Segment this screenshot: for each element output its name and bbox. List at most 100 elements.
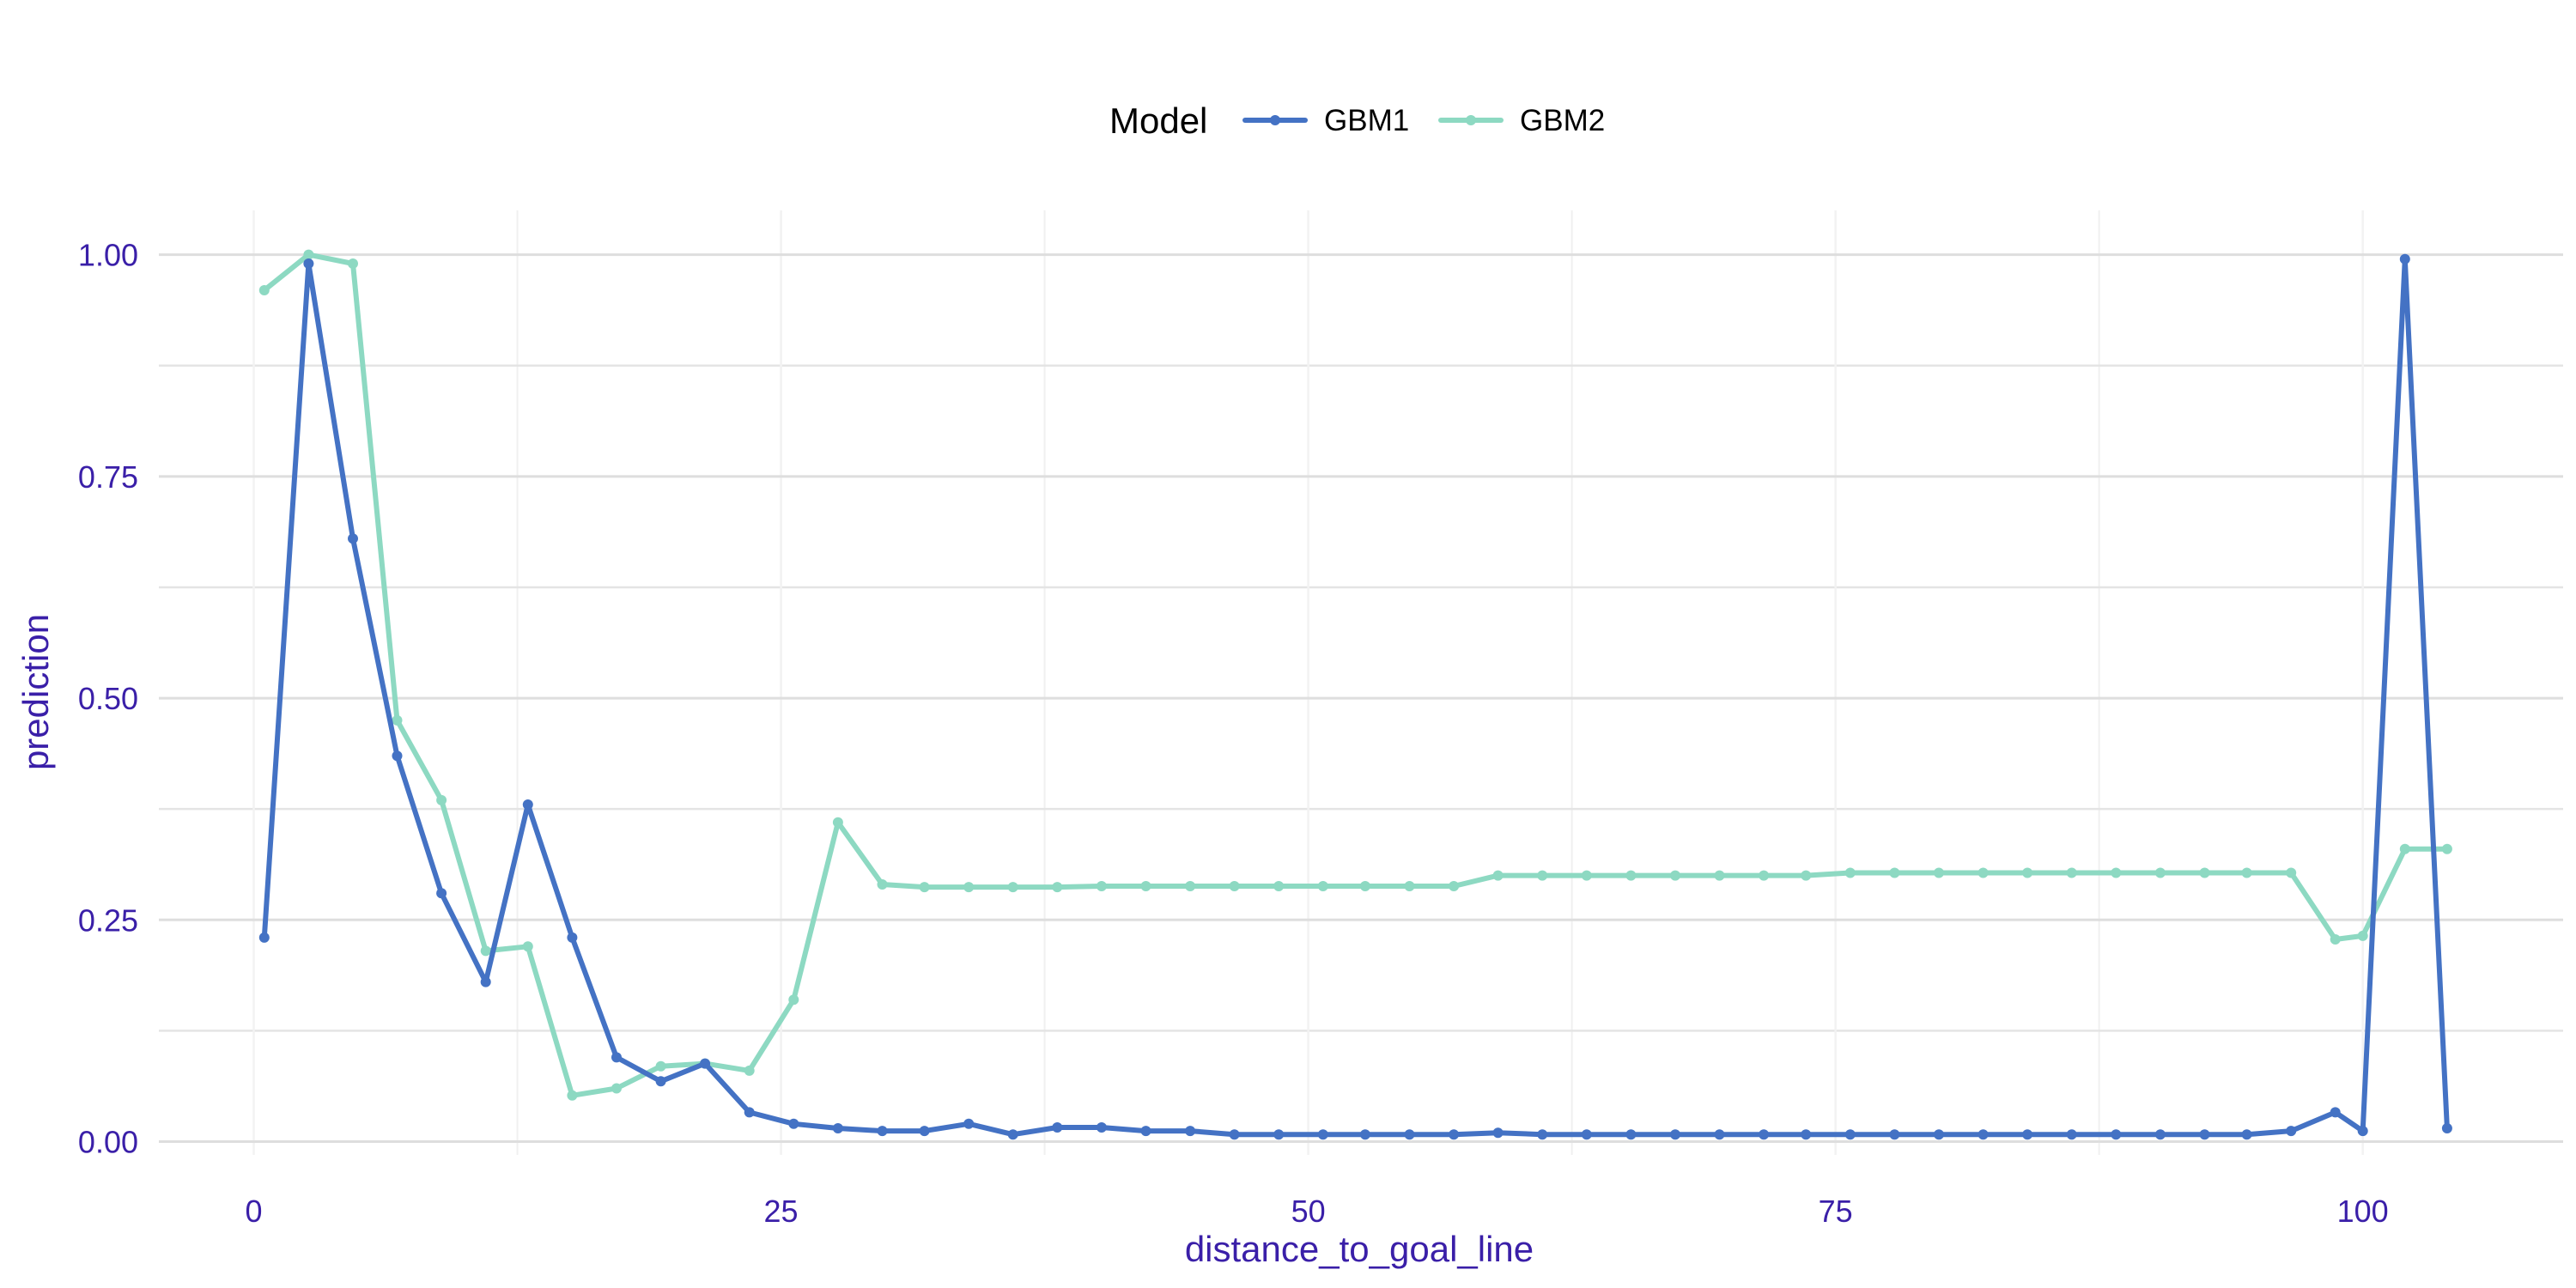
data-point-gbm1 (2199, 1129, 2210, 1140)
data-point-gbm2 (436, 794, 447, 805)
data-point-gbm1 (1096, 1122, 1107, 1133)
data-point-gbm1 (1404, 1129, 1415, 1140)
tick-labels: 0 25 50 75 100 0.00 0.25 0.50 0.75 1.00 (78, 238, 2389, 1229)
data-point-gbm2 (1052, 882, 1063, 893)
data-point-gbm2 (2399, 843, 2410, 854)
data-point-gbm2 (1229, 881, 1240, 891)
data-point-gbm1 (611, 1052, 622, 1063)
data-point-gbm1 (2330, 1107, 2341, 1118)
data-point-gbm2 (1185, 881, 1196, 891)
data-point-gbm1 (2022, 1129, 2033, 1140)
data-point-gbm1 (788, 1118, 799, 1129)
data-point-gbm1 (1714, 1129, 1725, 1140)
series-gbm2 (258, 249, 2452, 1101)
data-point-gbm2 (2241, 867, 2252, 878)
data-point-gbm1 (1359, 1129, 1370, 1140)
data-point-gbm2 (1140, 881, 1151, 891)
data-point-gbm2 (1537, 870, 1548, 881)
data-point-gbm2 (1581, 870, 1592, 881)
y-tick-label: 0.75 (78, 459, 138, 495)
data-point-gbm2 (832, 817, 843, 828)
data-point-gbm2 (1978, 867, 1989, 878)
data-point-gbm1 (1007, 1129, 1018, 1140)
data-point-gbm1 (1801, 1129, 1812, 1140)
legend-item-gbm2: GBM2 (1438, 104, 1605, 137)
data-point-gbm2 (1934, 867, 1944, 878)
data-point-gbm2 (1007, 882, 1018, 893)
legend-title: Model (1109, 100, 1207, 141)
data-point-gbm1 (877, 1126, 888, 1137)
data-point-gbm1 (303, 258, 314, 269)
data-point-gbm2 (1404, 881, 1415, 891)
data-point-gbm2 (1759, 870, 1770, 881)
legend-label-gbm1: GBM1 (1324, 104, 1409, 137)
data-point-gbm1 (1229, 1129, 1240, 1140)
data-point-gbm1 (392, 750, 403, 762)
data-point-gbm1 (1581, 1129, 1592, 1140)
x-tick-label: 50 (1291, 1194, 1326, 1229)
data-point-gbm1 (2111, 1129, 2122, 1140)
data-point-gbm2 (963, 882, 975, 893)
data-point-gbm1 (744, 1107, 755, 1118)
data-point-gbm1 (2357, 1126, 2368, 1137)
data-point-gbm2 (2286, 867, 2297, 878)
data-point-gbm1 (480, 976, 491, 987)
data-point-gbm2 (611, 1083, 622, 1094)
data-point-gbm1 (1317, 1129, 1328, 1140)
data-point-gbm1 (832, 1123, 843, 1133)
data-point-gbm1 (1978, 1129, 1989, 1140)
data-point-gbm1 (2286, 1126, 2297, 1137)
y-tick-label: 0.25 (78, 902, 138, 938)
series-gbm1 (258, 253, 2452, 1140)
data-point-gbm2 (2111, 867, 2122, 878)
data-point-gbm1 (700, 1058, 711, 1069)
data-point-gbm1 (1052, 1122, 1063, 1133)
data-point-gbm1 (567, 932, 578, 943)
data-point-gbm1 (1759, 1129, 1770, 1140)
data-point-gbm2 (2357, 930, 2368, 941)
legend-key-point-gbm2 (1466, 115, 1476, 125)
data-point-gbm2 (392, 714, 403, 726)
data-point-gbm2 (303, 249, 314, 260)
legend-key-point-gbm1 (1270, 115, 1280, 125)
data-point-gbm1 (258, 932, 270, 943)
data-point-gbm2 (348, 258, 358, 269)
data-point-gbm2 (1714, 870, 1725, 881)
data-point-gbm1 (919, 1126, 930, 1137)
data-point-gbm1 (1140, 1126, 1151, 1137)
data-point-gbm2 (2330, 934, 2341, 945)
data-point-gbm1 (2154, 1129, 2166, 1140)
data-point-gbm1 (1537, 1129, 1548, 1140)
data-point-gbm1 (436, 888, 447, 899)
data-point-gbm1 (2399, 253, 2410, 264)
data-point-gbm1 (1934, 1129, 1944, 1140)
data-point-gbm2 (919, 882, 930, 893)
legend-item-gbm1: GBM1 (1242, 104, 1409, 137)
data-point-gbm1 (2441, 1123, 2452, 1133)
data-point-gbm2 (1801, 870, 1812, 881)
data-point-gbm2 (1889, 867, 1900, 878)
data-point-gbm2 (522, 941, 533, 952)
x-tick-label: 75 (1819, 1194, 1853, 1229)
y-axis-title: prediction (15, 614, 56, 770)
data-point-gbm2 (2199, 867, 2210, 878)
data-point-gbm1 (1492, 1127, 1504, 1139)
x-tick-label: 100 (2337, 1194, 2389, 1229)
data-point-gbm2 (1670, 870, 1680, 881)
data-point-gbm1 (1185, 1126, 1196, 1137)
data-point-gbm2 (1492, 870, 1504, 881)
data-point-gbm2 (877, 879, 888, 890)
data-point-gbm2 (2022, 867, 2033, 878)
data-point-gbm2 (2066, 867, 2077, 878)
y-tick-label: 1.00 (78, 238, 138, 273)
data-point-gbm1 (1625, 1129, 1637, 1140)
y-tick-label: 0.50 (78, 681, 138, 716)
data-point-gbm2 (258, 285, 270, 295)
data-point-gbm2 (744, 1065, 755, 1076)
data-point-gbm1 (2066, 1129, 2077, 1140)
data-point-gbm2 (1317, 881, 1328, 891)
grid-lines (159, 210, 2563, 1155)
data-point-gbm2 (567, 1090, 578, 1101)
